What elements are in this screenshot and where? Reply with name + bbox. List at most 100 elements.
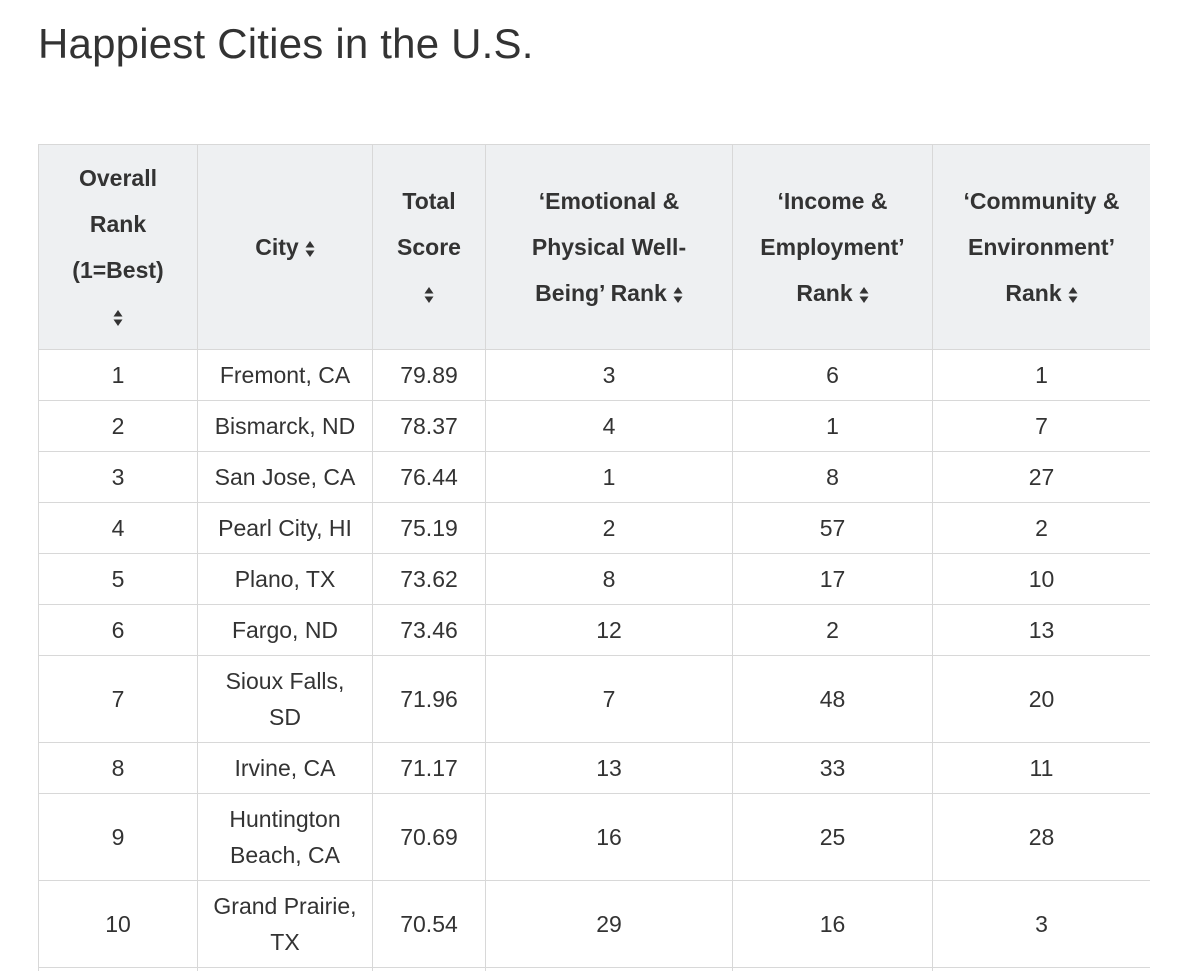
- cell-community-rank: 20: [932, 655, 1150, 743]
- sort-icon[interactable]: [424, 286, 434, 304]
- header-text-line: Rank: [796, 280, 853, 306]
- cell-emotional-rank: 12: [485, 604, 733, 656]
- header-text-line: Being’ Rank: [535, 280, 667, 306]
- header-text-line: Overall: [79, 165, 157, 191]
- cell-score: 75.19: [372, 502, 486, 554]
- cell-city-line: Sioux Falls,: [225, 668, 345, 694]
- sort-icon[interactable]: [673, 286, 683, 304]
- cell-city-line: Pearl City, HI: [218, 515, 352, 541]
- cell-score: 70.54: [372, 880, 486, 968]
- rankings-table: Overall Rank (1=Best) City Total Score ‘…: [38, 144, 1150, 971]
- sort-icon[interactable]: [1068, 286, 1078, 304]
- col-header-overall-rank[interactable]: Overall Rank (1=Best): [38, 144, 198, 350]
- header-text-line: Score: [397, 234, 461, 260]
- table-row: 3 San Jose, CA 76.44 1 8 27: [38, 451, 1150, 503]
- sort-icon[interactable]: [859, 286, 869, 304]
- cell-community-rank: 1: [932, 349, 1150, 401]
- cell-city: Plano, TX: [197, 553, 373, 605]
- cell-rank: 10: [38, 880, 198, 968]
- cell-score: 78.37: [372, 400, 486, 452]
- cell-score: 73.46: [372, 604, 486, 656]
- cell-income-rank: 48: [732, 655, 933, 743]
- cell-city-line: SD: [269, 704, 301, 730]
- cell-score: 79.89: [372, 349, 486, 401]
- cell-community-rank: 2: [932, 502, 1150, 554]
- cell-city: San Jose, CA: [197, 451, 373, 503]
- cell-city-line: TX: [270, 929, 300, 955]
- cell-empty: [372, 967, 486, 971]
- cell-community-rank: 10: [932, 553, 1150, 605]
- col-header-emotional-rank[interactable]: ‘Emotional & Physical Well- Being’ Rank: [485, 144, 733, 350]
- cell-rank: 2: [38, 400, 198, 452]
- cell-city-line: Bismarck, ND: [214, 413, 356, 439]
- cell-income-rank: 17: [732, 553, 933, 605]
- table-row: 4 Pearl City, HI 75.19 2 57 2: [38, 502, 1150, 554]
- cell-city-line: Grand Prairie,: [213, 893, 357, 919]
- header-text-line: Rank: [89, 211, 147, 237]
- cell-rank: 8: [38, 742, 198, 794]
- table-row: 5 Plano, TX 73.62 8 17 10: [38, 553, 1150, 605]
- header-text-line: Rank: [1005, 280, 1062, 306]
- cell-empty: [932, 967, 1150, 971]
- cell-income-rank: 6: [732, 349, 933, 401]
- cell-emotional-rank: 16: [485, 793, 733, 881]
- cell-rank: 3: [38, 451, 198, 503]
- cell-emotional-rank: 8: [485, 553, 733, 605]
- cell-city-line: San Jose, CA: [214, 464, 356, 490]
- header-text-line: (1=Best): [72, 257, 164, 283]
- header-text-line: ‘Community &: [963, 188, 1120, 214]
- sort-icon[interactable]: [113, 309, 123, 327]
- cell-rank: 4: [38, 502, 198, 554]
- cell-city-line: Beach, CA: [230, 842, 340, 868]
- cell-score: 70.69: [372, 793, 486, 881]
- table-row: 8 Irvine, CA 71.17 13 33 11: [38, 742, 1150, 794]
- cell-community-rank: 27: [932, 451, 1150, 503]
- cell-score: 71.96: [372, 655, 486, 743]
- header-text-line: ‘Emotional &: [538, 188, 680, 214]
- cell-community-rank: 11: [932, 742, 1150, 794]
- header-text-line: Employment’: [760, 234, 905, 260]
- cell-income-rank: 25: [732, 793, 933, 881]
- table-row: 2 Bismarck, ND 78.37 4 1 7: [38, 400, 1150, 452]
- cell-city: Pearl City, HI: [197, 502, 373, 554]
- cell-city-line: Fargo, ND: [231, 617, 339, 643]
- page-title: Happiest Cities in the U.S.: [38, 20, 534, 67]
- cell-rank: 1: [38, 349, 198, 401]
- header-text-line: Physical Well-: [531, 234, 687, 260]
- header-text-line: ‘Income &: [777, 188, 888, 214]
- cell-city: Irvine, CA: [197, 742, 373, 794]
- table-row: 1 Fremont, CA 79.89 3 6 1: [38, 349, 1150, 401]
- cell-empty: [485, 967, 733, 971]
- header-text-line: City: [255, 234, 299, 260]
- col-header-total-score[interactable]: Total Score: [372, 144, 486, 350]
- cell-community-rank: 28: [932, 793, 1150, 881]
- cell-emotional-rank: 29: [485, 880, 733, 968]
- header-text-line: Total: [402, 188, 456, 214]
- cell-income-rank: 16: [732, 880, 933, 968]
- table-body: 1 Fremont, CA 79.89 3 6 1 2 Bismarck, ND…: [38, 349, 1150, 971]
- cell-rank: 7: [38, 655, 198, 743]
- cell-emotional-rank: 1: [485, 451, 733, 503]
- cell-empty: [38, 967, 198, 971]
- header-row: Overall Rank (1=Best) City Total Score ‘…: [38, 144, 1150, 350]
- cell-community-rank: 7: [932, 400, 1150, 452]
- sort-icon[interactable]: [305, 240, 315, 258]
- cell-emotional-rank: 7: [485, 655, 733, 743]
- cell-city: Sioux Falls, SD: [197, 655, 373, 743]
- cell-income-rank: 33: [732, 742, 933, 794]
- rankings-table-container: Overall Rank (1=Best) City Total Score ‘…: [38, 144, 1150, 971]
- col-header-city[interactable]: City: [197, 144, 373, 350]
- cell-income-rank: 57: [732, 502, 933, 554]
- col-header-community-rank[interactable]: ‘Community & Environment’ Rank: [932, 144, 1150, 350]
- table-row-cutoff: [38, 967, 1150, 971]
- cell-rank: 6: [38, 604, 198, 656]
- cell-income-rank: 8: [732, 451, 933, 503]
- cell-emotional-rank: 4: [485, 400, 733, 452]
- table-header: Overall Rank (1=Best) City Total Score ‘…: [38, 144, 1150, 350]
- cell-income-rank: 2: [732, 604, 933, 656]
- header-text-line: Environment’: [968, 234, 1115, 260]
- cell-community-rank: 13: [932, 604, 1150, 656]
- cell-rank: 5: [38, 553, 198, 605]
- col-header-income-rank[interactable]: ‘Income & Employment’ Rank: [732, 144, 933, 350]
- cell-community-rank: 3: [932, 880, 1150, 968]
